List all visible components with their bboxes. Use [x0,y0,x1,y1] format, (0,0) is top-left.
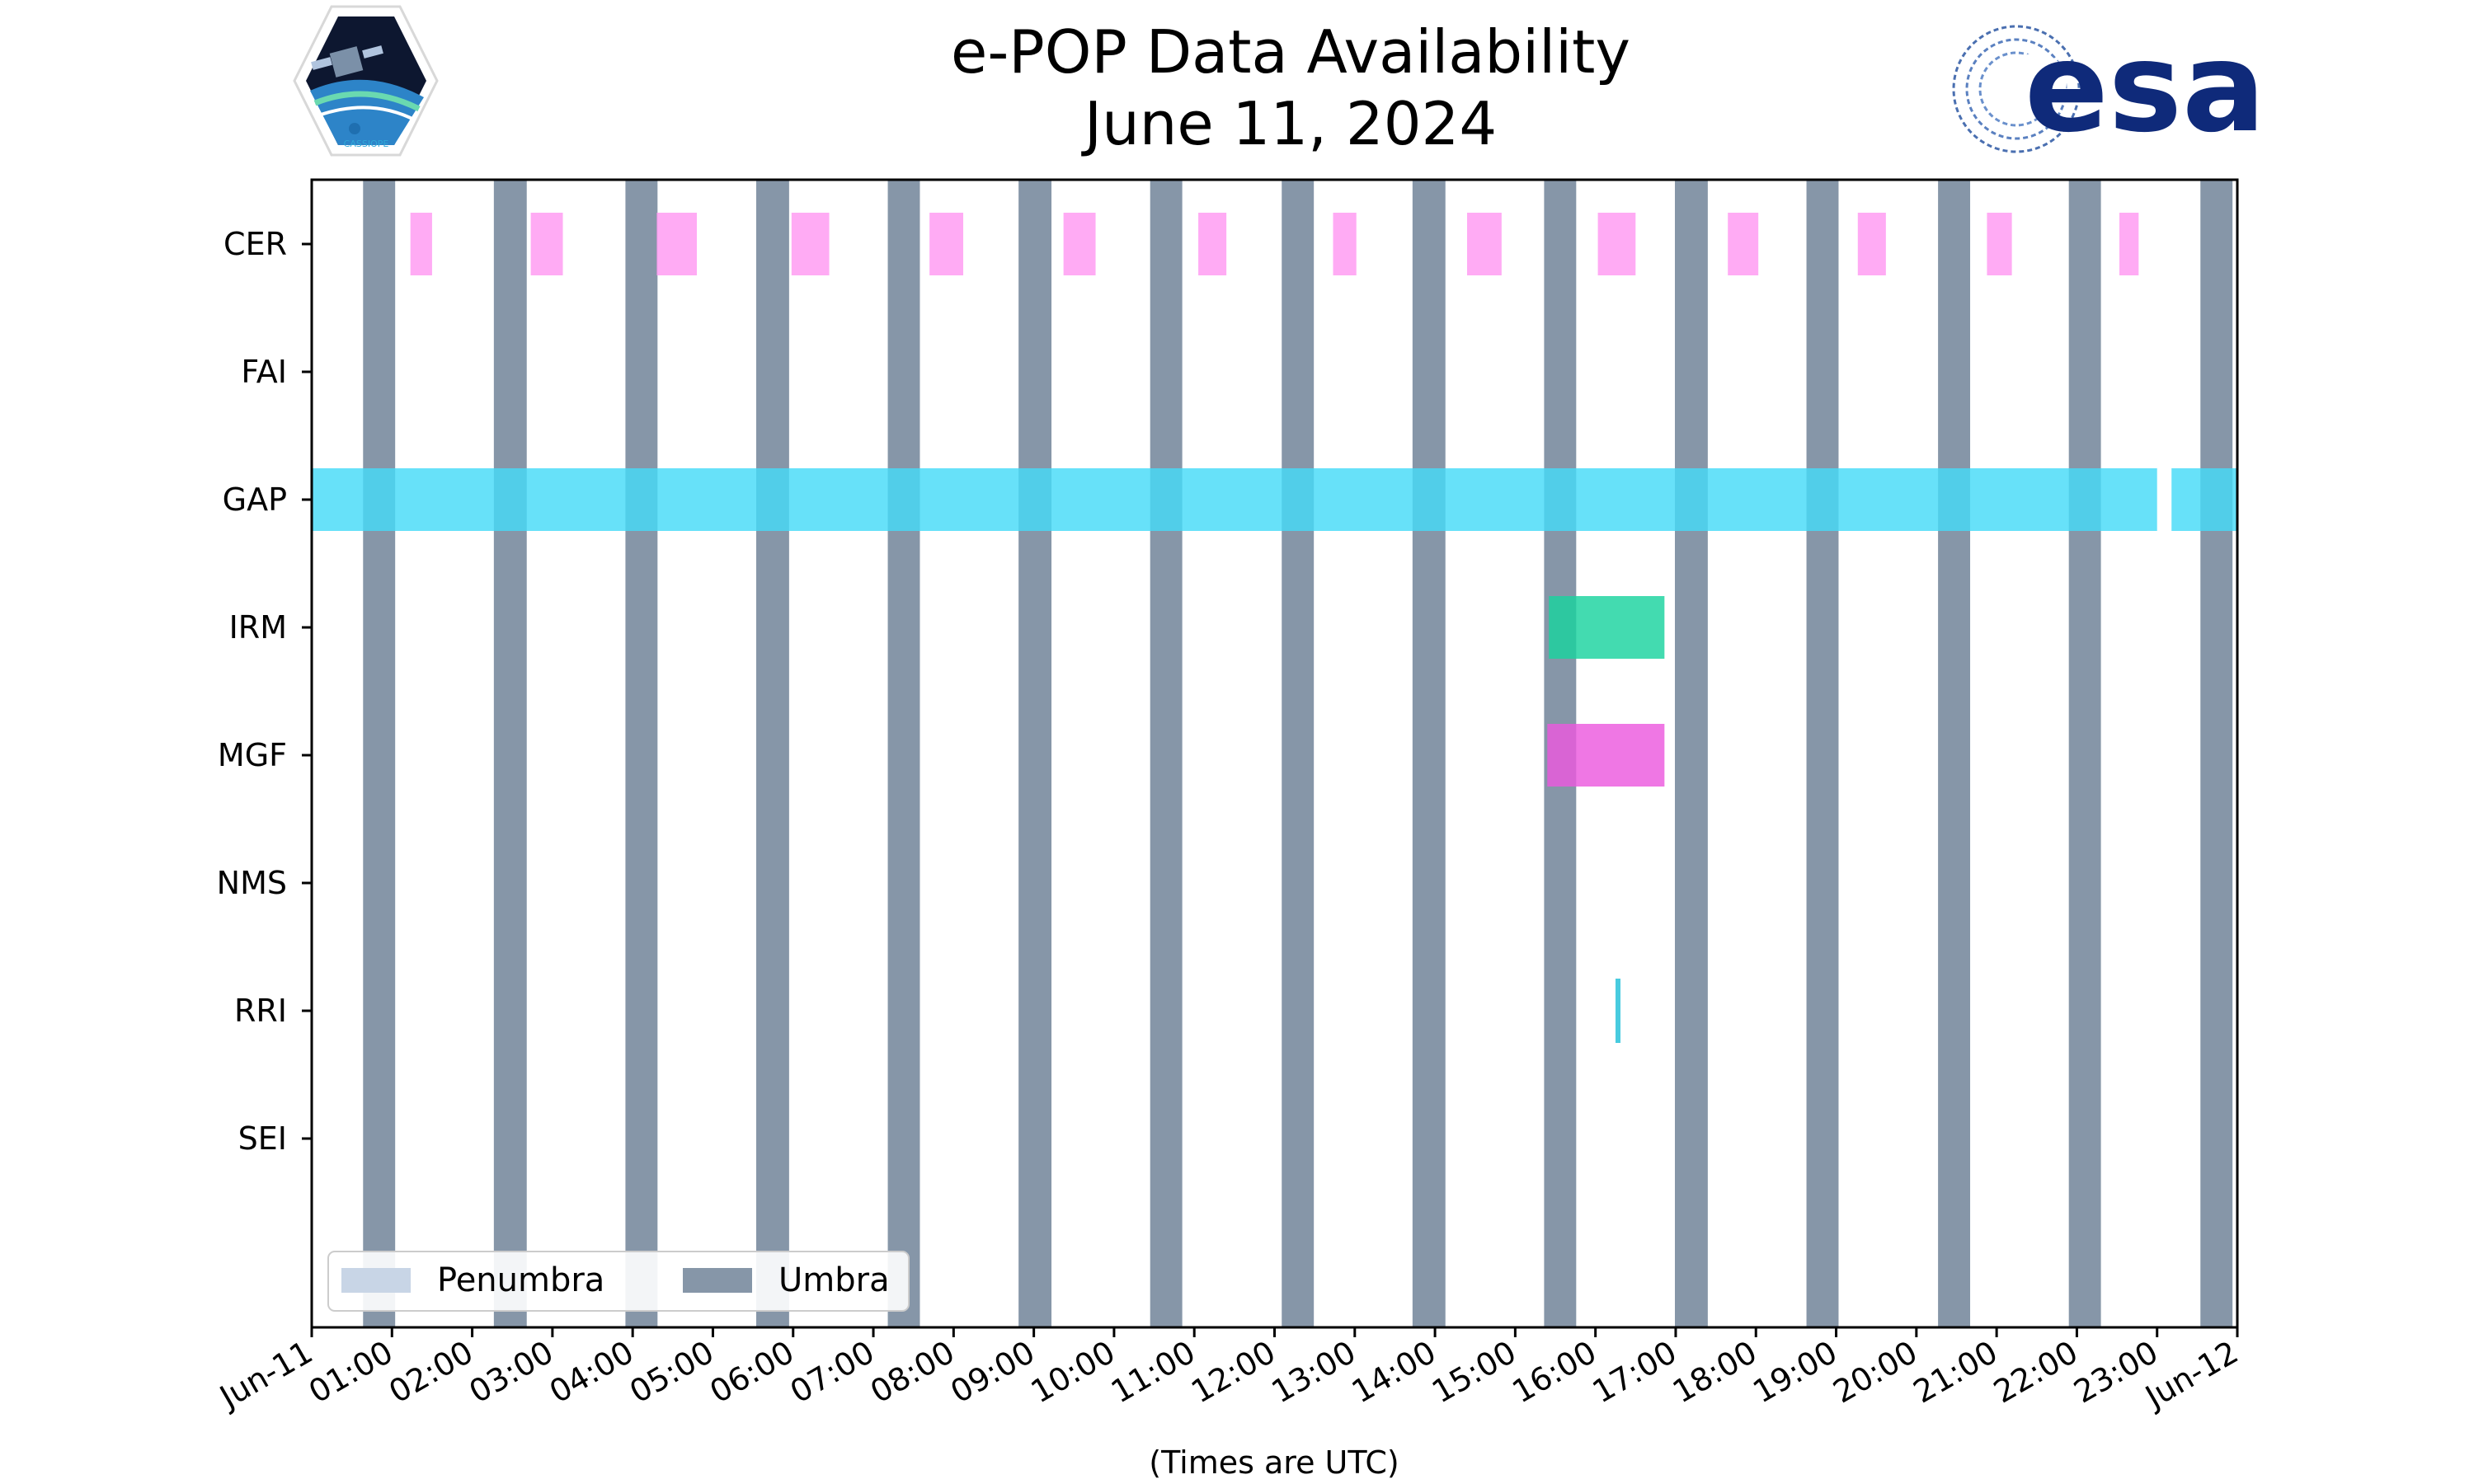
bar-cer-4 [929,213,964,275]
bar-cer-6 [1198,213,1227,275]
x-tick-label-22: 22:00 [1987,1334,2084,1411]
x-tick-label-6: 06:00 [703,1334,800,1411]
y-tick-label-nms: NMS [217,865,287,901]
y-tick-label-gap: GAP [223,481,287,518]
legend-label-penumbra: Penumbra [437,1261,604,1299]
bar-rri-0 [1615,979,1620,1043]
y-tick-label-mgf: MGF [218,737,287,773]
x-tick-label-13: 13:00 [1265,1334,1362,1411]
y-tick-label-fai: FAI [241,354,287,390]
bar-cer-9 [1597,213,1636,275]
cassiope-logo: CASSIOPE [293,5,439,157]
x-axis-label: (Times are UTC) [1149,1444,1399,1481]
y-tick-label-cer: CER [223,226,287,262]
x-tick-label-9: 09:00 [944,1334,1041,1411]
umbra-band-12 [1938,180,1971,1327]
x-tick-label-3: 03:00 [463,1334,560,1411]
umbra-band-13 [2068,180,2101,1327]
x-tick-label-17: 17:00 [1587,1334,1683,1411]
x-tick-label-20: 20:00 [1827,1334,1923,1411]
umbra-band-0 [363,180,396,1327]
legend-swatch-penumbra [341,1268,411,1293]
x-tick-label-1: 01:00 [303,1334,399,1411]
x-tick-label-7: 07:00 [784,1334,881,1411]
bar-mgf-0 [1547,724,1665,787]
umbra-band-5 [1018,180,1052,1327]
x-tick-label-16: 16:00 [1506,1334,1602,1411]
bar-cer-3 [791,213,830,275]
bar-cer-5 [1063,213,1096,275]
x-axis: Jun-1101:0002:0003:0004:0005:0006:0007:0… [213,1327,2245,1416]
bar-cer-0 [410,213,432,275]
x-tick-label-5: 05:00 [623,1334,720,1411]
x-tick-label-15: 15:00 [1426,1334,1522,1411]
x-tick-label-12: 12:00 [1185,1334,1282,1411]
umbra-band-6 [1150,180,1183,1327]
umbra-band-1 [493,180,527,1327]
chart-subtitle: June 11, 2024 [1081,89,1497,158]
x-tick-label-21: 21:00 [1907,1334,2004,1411]
bar-gap-1 [2171,468,2237,531]
legend-label-umbra: Umbra [778,1261,890,1299]
series-layer [312,213,2237,1043]
umbra-band-14 [2200,180,2233,1327]
x-tick-label-0: Jun-11 [213,1334,319,1416]
bar-cer-12 [1987,213,2012,275]
y-tick-label-rri: RRI [234,993,287,1029]
bar-cer-11 [1857,213,1886,275]
umbra-band-7 [1282,180,1315,1327]
x-tick-label-18: 18:00 [1667,1334,1763,1411]
bar-cer-2 [656,213,697,275]
chart-title: e-POP Data Availability [951,17,1630,87]
umbra-band-2 [625,180,658,1327]
umbra-layer [363,180,2233,1327]
x-tick-label-4: 04:00 [543,1334,640,1411]
bar-cer-13 [2119,213,2139,275]
x-tick-label-19: 19:00 [1747,1334,1843,1411]
bar-cer-8 [1467,213,1502,275]
x-tick-label-8: 08:00 [864,1334,961,1411]
esa-logo: esa [1952,16,2265,160]
legend-box [327,1251,910,1312]
legend-swatch-umbra [683,1268,752,1293]
x-tick-label-14: 14:00 [1346,1334,1442,1411]
y-tick-label-sei: SEI [238,1120,287,1157]
x-tick-label-2: 02:00 [383,1334,479,1411]
umbra-band-8 [1412,180,1446,1327]
esa-wordmark: esa [2025,16,2265,160]
x-tick-label-11: 11:00 [1105,1334,1202,1411]
umbra-band-4 [887,180,920,1327]
bar-cer-10 [1728,213,1759,275]
legend: Penumbra Umbra [327,1251,910,1312]
umbra-band-11 [1806,180,1839,1327]
x-tick-label-10: 10:00 [1025,1334,1122,1411]
bar-cer-7 [1333,213,1357,275]
bar-cer-1 [530,213,563,275]
y-axis: CER FAI GAP IRM MGF NMS RRI SEI [217,226,312,1157]
bar-gap-0 [312,468,2157,531]
bar-irm-0 [1549,596,1665,659]
umbra-band-3 [755,180,789,1327]
umbra-band-10 [1674,180,1708,1327]
cassiope-caption: CASSIOPE [344,139,389,149]
y-tick-label-irm: IRM [229,609,287,646]
x-tick-label-24: Jun-12 [2138,1334,2245,1416]
